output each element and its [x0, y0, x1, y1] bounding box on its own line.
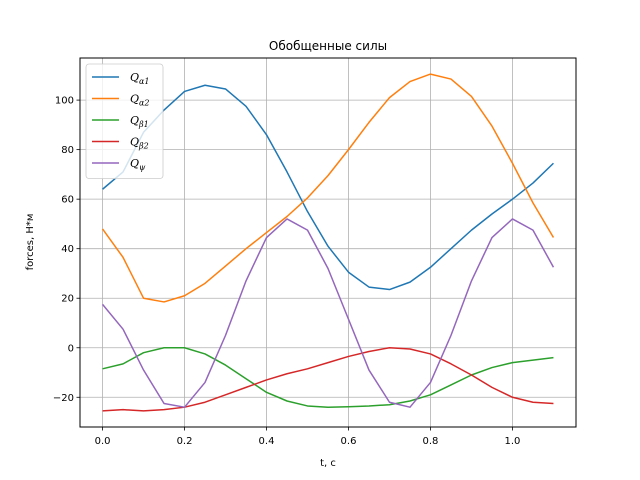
- legend-entry-subscript: α2: [139, 99, 150, 108]
- chart-title: Обобщенные силы: [269, 39, 387, 53]
- x-tick-label: 1.0: [505, 436, 521, 447]
- legend-entry-name: Q: [130, 136, 139, 149]
- y-tick-label: 80: [61, 145, 74, 156]
- y-tick-label: 20: [61, 294, 74, 305]
- y-axis: −20 0 20 40 60 80 100: [53, 96, 80, 404]
- series-line-ψ: [101, 218, 555, 408]
- legend-entry-subscript: α1: [139, 77, 150, 86]
- series-line-α1: [102, 84, 554, 291]
- x-tick-label: 0.6: [341, 436, 357, 447]
- x-tick-label: 0.4: [259, 436, 275, 447]
- legend-entry-name: Q: [130, 93, 139, 106]
- legend-entry: Qα1: [130, 71, 150, 86]
- legend-entry-subscript: β2: [138, 142, 149, 151]
- plot-frame: [79, 57, 577, 428]
- legend-entry-subscript: ψ: [139, 163, 146, 172]
- y-tick-label: 40: [61, 244, 74, 255]
- x-tick-label: 0.2: [177, 436, 193, 447]
- y-tick-label: 60: [61, 195, 74, 206]
- legend-entry-name: Q: [130, 114, 139, 127]
- y-tick-label: −20: [53, 393, 74, 404]
- legend-entry: Qα2: [130, 93, 150, 108]
- y-axis-label: forces, Н*м: [25, 214, 36, 271]
- legend-entry-name: Q: [130, 71, 139, 84]
- legend-entry: Qψ: [130, 157, 146, 172]
- y-tick-label: 100: [55, 96, 74, 107]
- legend-box: [85, 63, 164, 179]
- x-axis: 0.0 0.2 0.4 0.6 0.8 1.0: [95, 427, 521, 447]
- legend-entry: Qβ1: [130, 114, 149, 129]
- legend-entry: Qβ2: [130, 136, 149, 151]
- x-tick-label: 0.0: [95, 436, 111, 447]
- series-line-β1: [102, 347, 554, 408]
- x-axis-label: t, c: [320, 458, 336, 469]
- legend-entry-name: Q: [130, 157, 139, 170]
- series-line-β2: [102, 347, 554, 412]
- y-tick-label: 0: [68, 343, 74, 354]
- legend-entry-subscript: β1: [138, 120, 149, 129]
- x-tick-label: 0.8: [423, 436, 439, 447]
- series-layer: [101, 73, 555, 412]
- series-line-α2: [101, 73, 555, 303]
